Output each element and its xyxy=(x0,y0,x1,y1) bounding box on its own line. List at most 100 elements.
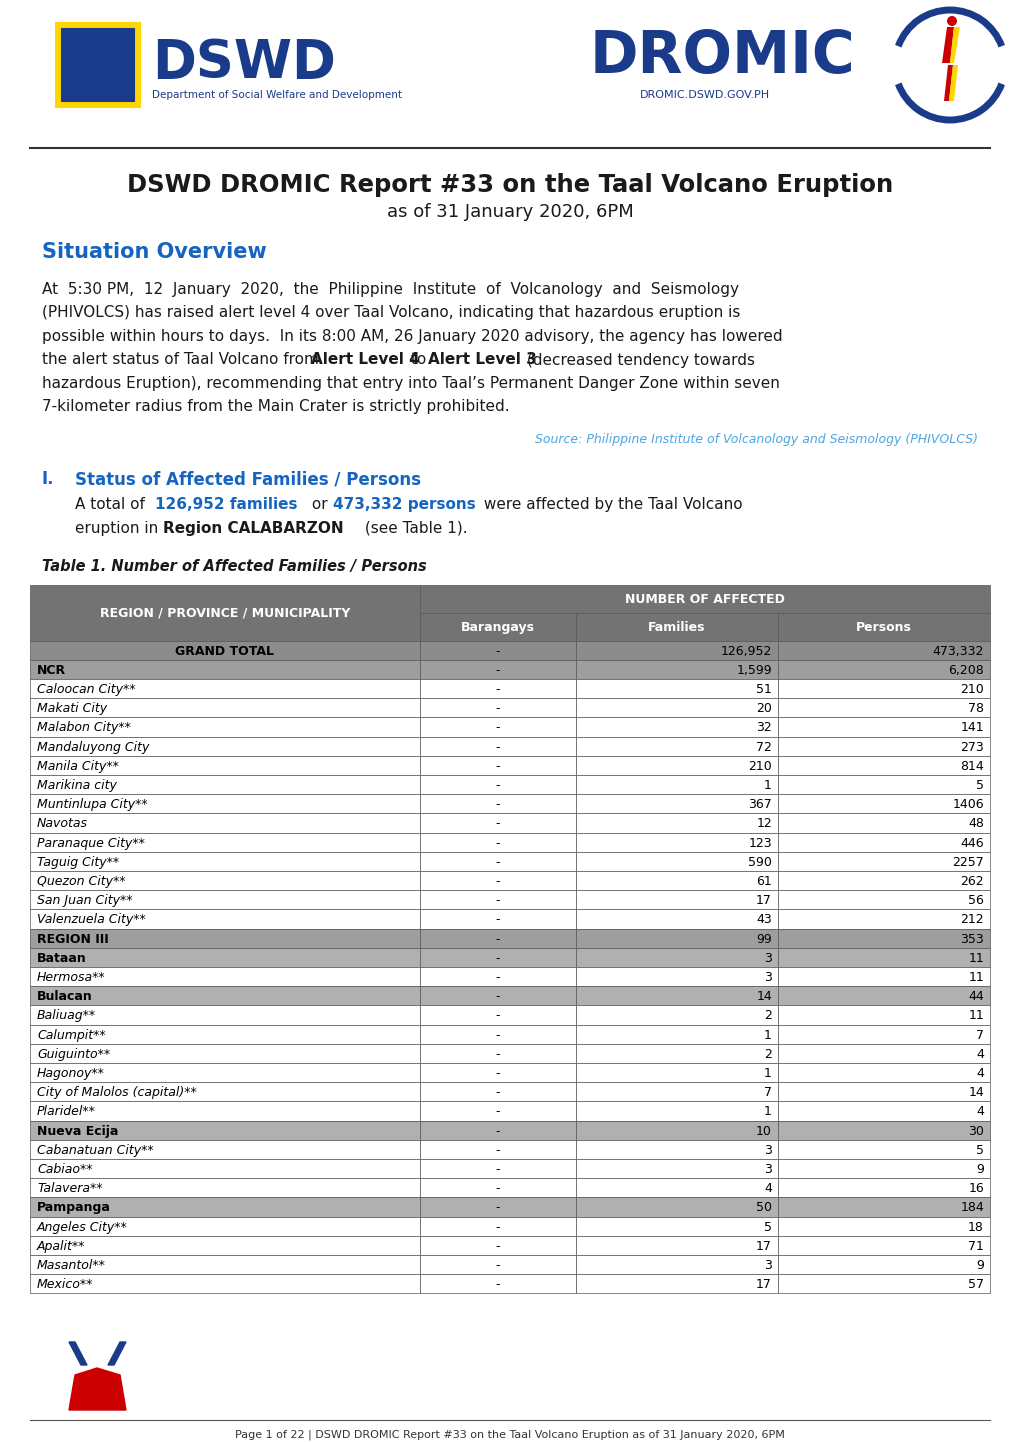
Text: 123: 123 xyxy=(748,836,771,849)
Bar xyxy=(777,756,989,774)
Bar xyxy=(777,737,989,756)
Text: -: - xyxy=(495,875,499,888)
Bar xyxy=(420,947,576,968)
Text: Pampanga: Pampanga xyxy=(37,1201,111,1214)
Text: 1: 1 xyxy=(763,1067,771,1080)
Text: -: - xyxy=(495,894,499,907)
Bar xyxy=(420,890,576,910)
Bar xyxy=(777,717,989,737)
Text: 17: 17 xyxy=(755,1240,771,1253)
Text: 4: 4 xyxy=(975,1067,983,1080)
Text: -: - xyxy=(495,1028,499,1041)
Bar xyxy=(420,679,576,698)
Text: 17: 17 xyxy=(755,894,771,907)
Text: 1406: 1406 xyxy=(952,799,983,812)
Text: 4: 4 xyxy=(975,1048,983,1061)
Bar xyxy=(777,774,989,795)
Bar xyxy=(30,1063,420,1082)
Polygon shape xyxy=(69,1343,87,1366)
Text: 2: 2 xyxy=(763,1048,771,1061)
Text: -: - xyxy=(495,1220,499,1233)
Text: Table 1. Number of Affected Families / Persons: Table 1. Number of Affected Families / P… xyxy=(42,559,426,574)
Bar xyxy=(777,871,989,890)
Bar xyxy=(576,698,777,717)
Text: 44: 44 xyxy=(967,991,983,1004)
Bar xyxy=(420,1197,576,1217)
Bar xyxy=(420,1082,576,1102)
Text: DSWD: DSWD xyxy=(152,37,335,89)
Bar xyxy=(777,698,989,717)
Bar xyxy=(420,1120,576,1139)
Bar xyxy=(576,1044,777,1063)
Text: -: - xyxy=(495,1106,499,1119)
Text: Page 1 of 22 | DSWD DROMIC Report #33 on the Taal Volcano Eruption as of 31 Janu: Page 1 of 22 | DSWD DROMIC Report #33 on… xyxy=(234,1430,785,1441)
Text: 210: 210 xyxy=(748,760,771,773)
Bar xyxy=(30,584,420,640)
Text: -: - xyxy=(495,760,499,773)
Text: Alert Level 4: Alert Level 4 xyxy=(311,352,420,368)
Bar xyxy=(420,852,576,871)
Text: 7: 7 xyxy=(763,1086,771,1099)
Bar xyxy=(576,1063,777,1082)
Bar xyxy=(777,1063,989,1082)
Bar xyxy=(777,1139,989,1159)
Bar xyxy=(777,640,989,659)
Text: Apalit**: Apalit** xyxy=(37,1240,86,1253)
Text: Talavera**: Talavera** xyxy=(37,1182,102,1195)
Bar xyxy=(576,1236,777,1255)
Bar xyxy=(576,1178,777,1197)
Bar xyxy=(777,1120,989,1139)
Bar xyxy=(576,1139,777,1159)
Text: -: - xyxy=(495,1201,499,1214)
Text: 11: 11 xyxy=(967,1009,983,1022)
Text: hazardous Eruption), recommending that entry into Taal’s Permanent Danger Zone w: hazardous Eruption), recommending that e… xyxy=(42,376,780,391)
Bar xyxy=(777,986,989,1005)
Bar xyxy=(420,968,576,986)
Text: -: - xyxy=(495,1182,499,1195)
Text: -: - xyxy=(495,1009,499,1022)
Text: Bulacan: Bulacan xyxy=(37,991,93,1004)
Text: -: - xyxy=(495,799,499,812)
Bar xyxy=(576,910,777,929)
Text: Guiguinto**: Guiguinto** xyxy=(37,1048,110,1061)
Polygon shape xyxy=(69,1368,126,1410)
Text: 61: 61 xyxy=(755,875,771,888)
Text: 1: 1 xyxy=(763,1106,771,1119)
Bar xyxy=(30,986,420,1005)
Text: A total of: A total of xyxy=(75,497,150,512)
Bar xyxy=(30,832,420,852)
Text: -: - xyxy=(495,1125,499,1138)
Text: 1: 1 xyxy=(763,779,771,792)
Bar xyxy=(30,1024,420,1044)
Text: 11: 11 xyxy=(967,970,983,983)
Bar xyxy=(777,1082,989,1102)
Text: 78: 78 xyxy=(967,702,983,715)
Text: 17: 17 xyxy=(755,1278,771,1291)
Bar xyxy=(420,871,576,890)
Bar xyxy=(777,613,989,640)
Bar xyxy=(576,717,777,737)
Bar xyxy=(576,679,777,698)
Bar xyxy=(92,72,104,99)
Text: San Juan City**: San Juan City** xyxy=(37,894,132,907)
Bar xyxy=(576,968,777,986)
Text: 12: 12 xyxy=(755,818,771,831)
Bar xyxy=(30,1197,420,1217)
Text: -: - xyxy=(495,1086,499,1099)
Bar xyxy=(420,659,576,679)
Bar xyxy=(30,640,420,659)
Text: were affected by the Taal Volcano: were affected by the Taal Volcano xyxy=(479,497,742,512)
Text: 4: 4 xyxy=(975,1106,983,1119)
Bar xyxy=(576,1082,777,1102)
Bar xyxy=(420,717,576,737)
Bar xyxy=(30,947,420,968)
Polygon shape xyxy=(949,27,959,63)
Text: I.: I. xyxy=(42,470,54,489)
Bar xyxy=(30,1217,420,1236)
Text: 126,952 families: 126,952 families xyxy=(155,497,298,512)
Bar xyxy=(420,1044,576,1063)
Bar xyxy=(30,1102,420,1120)
Text: 30: 30 xyxy=(967,1125,983,1138)
Bar xyxy=(576,1255,777,1275)
Text: Families: Families xyxy=(648,622,705,634)
